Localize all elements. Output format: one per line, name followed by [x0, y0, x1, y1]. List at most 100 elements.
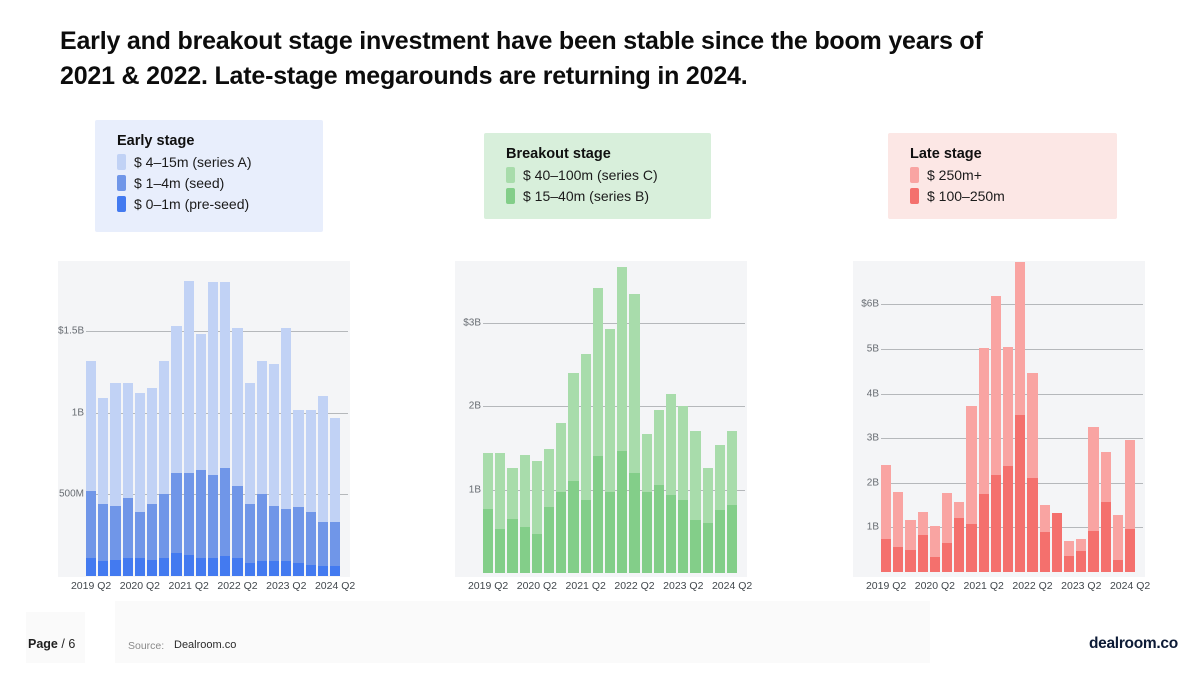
- bar-2023-q4: [1100, 451, 1111, 572]
- legend-item-label: $ 40–100m (series C): [523, 167, 658, 183]
- bar-segment: [1125, 439, 1136, 530]
- bar-segment: [568, 481, 579, 573]
- y-axis-tick-label: 2B: [866, 477, 879, 489]
- bar-segment: [1100, 451, 1111, 502]
- y-axis-tick-label: 1B: [866, 521, 879, 533]
- bar-2020-q2: [929, 526, 940, 572]
- footer-source-link[interactable]: Dealroom.co: [174, 639, 237, 651]
- bar-segment: [629, 472, 640, 573]
- bar-2021-q4: [605, 329, 616, 573]
- bar-2021-q4: [1003, 347, 1014, 572]
- bar-segment: [519, 527, 530, 573]
- x-axis-label: 2020 Q2: [516, 580, 558, 592]
- legend-item: $ 0–1m (pre-seed): [117, 196, 313, 212]
- bar-2020-q3: [942, 493, 953, 572]
- bar-segment: [1088, 531, 1099, 572]
- bar-segment: [666, 393, 677, 496]
- bar-segment: [305, 409, 316, 513]
- bar-segment: [544, 507, 555, 573]
- bar-segment: [317, 522, 328, 567]
- bar-segment: [702, 467, 713, 523]
- legend-swatch: [117, 196, 126, 212]
- x-axis-label: 2022 Q2: [614, 580, 655, 592]
- bar-segment: [183, 554, 194, 576]
- x-axis-label: 2023 Q2: [663, 580, 704, 592]
- legend-swatch: [117, 154, 126, 170]
- bar-segment: [208, 474, 219, 559]
- bar-2021-q1: [966, 405, 977, 572]
- bar-segment: [929, 526, 940, 558]
- bar-segment: [195, 334, 206, 470]
- footer-page-number: Page / 6: [28, 637, 75, 651]
- bar-2024-q2: [1125, 439, 1136, 572]
- bar-segment: [256, 360, 267, 495]
- legend-item: $ 1–4m (seed): [117, 175, 313, 191]
- bar-segment: [1125, 529, 1136, 572]
- bar-2021-q3: [990, 296, 1001, 572]
- bar-segment: [531, 533, 542, 573]
- bar-segment: [317, 566, 328, 576]
- bar-segment: [556, 492, 567, 573]
- bar-segment: [293, 507, 304, 563]
- legend-card-breakout-stage: Breakout stage $ 40–100m (series C) $ 15–…: [484, 133, 711, 219]
- bar-2022-q1: [617, 266, 628, 573]
- bar-2020-q3: [147, 388, 158, 576]
- bar-2020-q1: [917, 511, 928, 572]
- bar-2022-q2: [629, 293, 640, 573]
- bar-2022-q4: [653, 409, 664, 573]
- x-axis-label: 2019 Q2: [70, 580, 112, 592]
- bar-segment: [110, 505, 121, 560]
- bar-2022-q1: [220, 282, 231, 576]
- bar-2019-q2: [86, 360, 97, 576]
- bar-segment: [929, 557, 940, 572]
- bar-2022-q4: [256, 360, 267, 576]
- bar-segment: [653, 409, 664, 486]
- bar-2023-q3: [690, 431, 701, 573]
- x-axis-label: 2024 Q2: [314, 580, 356, 592]
- bar-segment: [281, 509, 292, 562]
- bar-segment: [580, 500, 591, 573]
- bar-2022-q3: [244, 383, 255, 576]
- x-axis-label: 2020 Q2: [119, 580, 161, 592]
- page-title: Early and breakout stage investment have…: [60, 24, 1160, 94]
- bar-2023-q3: [293, 409, 304, 576]
- legend-card-early-stage: Early stage $ 4–15m (series A) $ 1–4m (se…: [95, 120, 323, 232]
- bar-segment: [220, 468, 231, 557]
- legend-item: $ 4–15m (series A): [117, 154, 313, 170]
- bar-segment: [942, 543, 953, 572]
- bar-2023-q4: [305, 409, 316, 576]
- bar-2022-q4: [1051, 513, 1062, 572]
- bar-segment: [495, 528, 506, 573]
- bar-2020-q1: [122, 383, 133, 576]
- bar-segment: [281, 561, 292, 576]
- bar-segment: [881, 538, 892, 572]
- dealroom-logo[interactable]: dealroom.co: [1089, 635, 1178, 652]
- x-axis-label: 2023 Q2: [1061, 580, 1102, 592]
- bar-segment: [98, 561, 109, 576]
- bar-segment: [592, 456, 603, 573]
- bar-2019-q4: [507, 467, 518, 573]
- bar-segment: [220, 556, 231, 576]
- bar-2020-q2: [531, 461, 542, 573]
- bar-segment: [183, 473, 194, 555]
- bar-segment: [1064, 555, 1075, 572]
- bar-2019-q2: [483, 452, 494, 573]
- bar-segment: [990, 296, 1001, 475]
- bar-segment: [122, 497, 133, 559]
- bar-segment: [86, 360, 97, 492]
- bar-segment: [86, 558, 97, 576]
- bar-2024-q2: [330, 417, 341, 576]
- bar-segment: [159, 360, 170, 495]
- bar-segment: [1088, 427, 1099, 532]
- bar-2021-q1: [568, 372, 579, 573]
- bar-segment: [641, 433, 652, 493]
- bar-2023-q2: [678, 406, 689, 573]
- bar-segment: [1039, 531, 1050, 572]
- x-axis-label: 2024 Q2: [711, 580, 753, 592]
- bar-segment: [905, 549, 916, 572]
- bar-segment: [1051, 513, 1062, 572]
- bar-segment: [1100, 501, 1111, 572]
- bar-segment: [1064, 540, 1075, 556]
- bar-segment: [605, 492, 616, 573]
- bar-segment: [617, 451, 628, 573]
